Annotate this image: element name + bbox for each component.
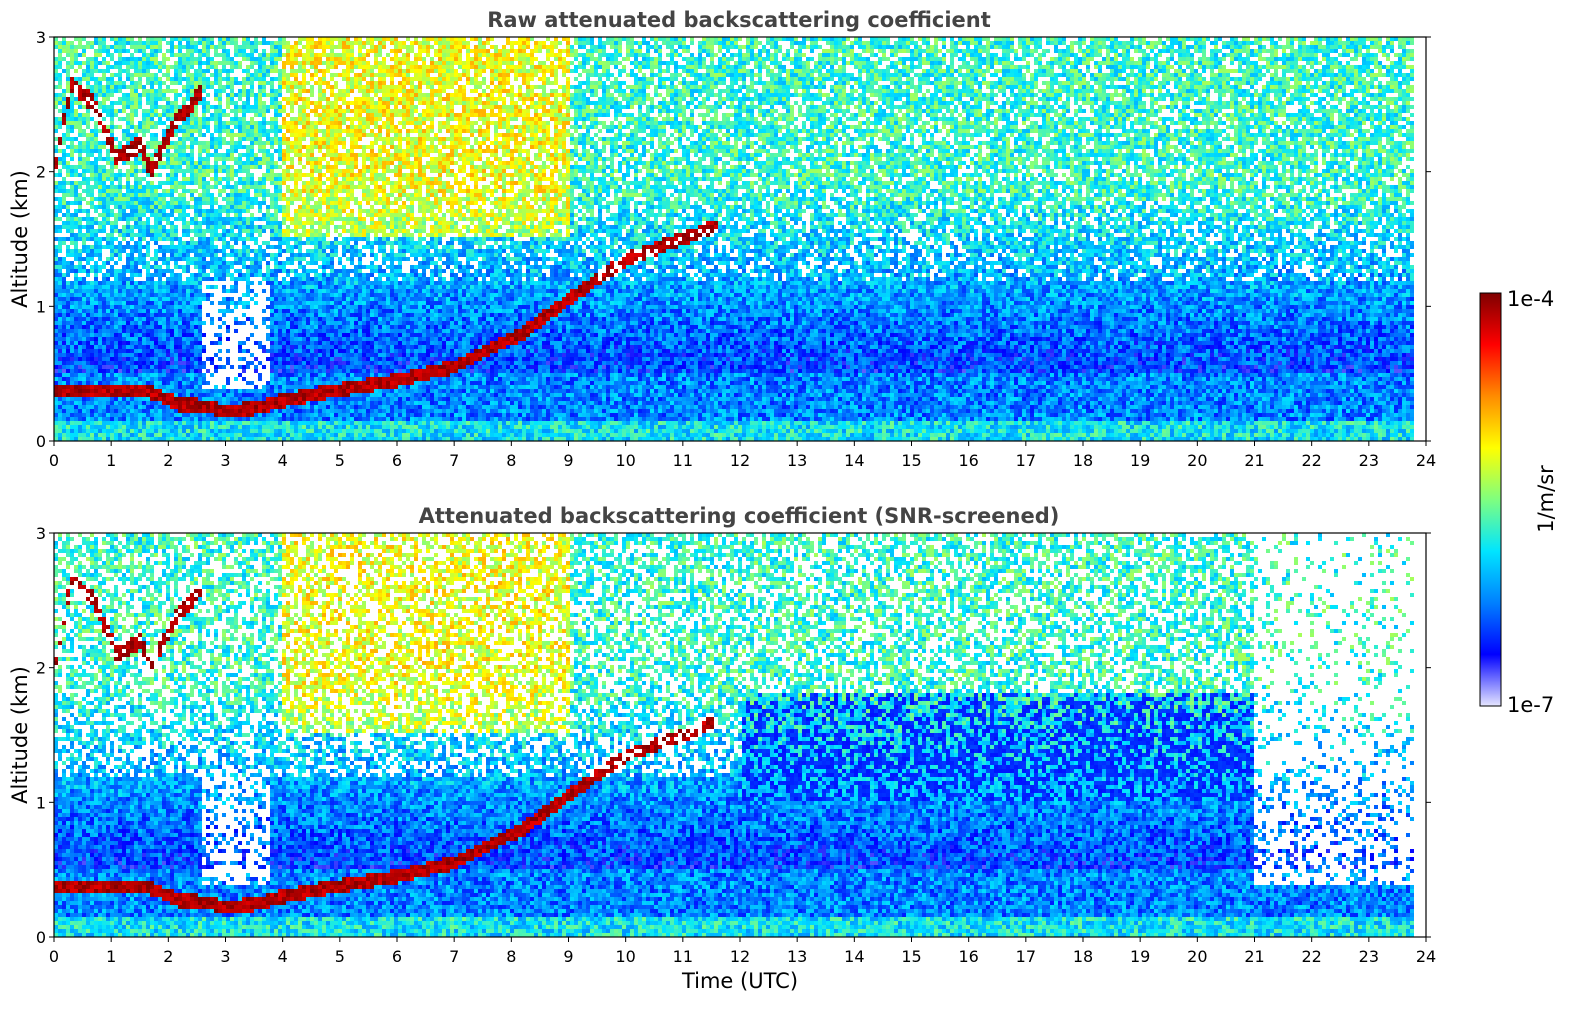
x-tick-label: 19: [1130, 947, 1150, 966]
x-tick-label: 4: [278, 451, 288, 470]
x-tick-label: 20: [1187, 451, 1207, 470]
x-tick-label: 23: [1359, 451, 1379, 470]
y-tick-label: 1: [36, 297, 46, 316]
x-tick-label: 21: [1244, 947, 1264, 966]
x-tick-label: 7: [449, 451, 459, 470]
heatmap-image: [54, 37, 1426, 441]
colorbar-gradient: [1479, 292, 1502, 707]
colorbar-max-label: 1e-4: [1507, 287, 1554, 311]
heatmap-image: [54, 533, 1426, 937]
x-tick-label: 16: [958, 451, 978, 470]
y-tick-label: 2: [36, 163, 46, 182]
x-tick-label: 6: [392, 451, 402, 470]
x-tick-label: 11: [673, 947, 693, 966]
y-tick-label: 0: [36, 432, 46, 451]
y-tick-label: 3: [36, 28, 46, 47]
x-tick-label: 18: [1073, 451, 1093, 470]
panel-raw: Raw attenuated backscattering coefficien…: [8, 8, 1436, 470]
x-tick-label: 16: [958, 947, 978, 966]
x-tick-label: 3: [220, 947, 230, 966]
x-tick-label: 24: [1416, 451, 1436, 470]
x-tick-label: 17: [1016, 451, 1036, 470]
x-tick-label: 5: [335, 947, 345, 966]
x-tick-label: 23: [1359, 947, 1379, 966]
x-tick-label: 22: [1301, 947, 1321, 966]
x-tick-label: 4: [278, 947, 288, 966]
x-tick-label: 13: [787, 947, 807, 966]
x-tick-label: 0: [49, 451, 59, 470]
x-tick-label: 2: [163, 947, 173, 966]
panel-title: Raw attenuated backscattering coefficien…: [487, 8, 991, 32]
y-tick-label: 0: [36, 928, 46, 947]
x-tick-label: 0: [49, 947, 59, 966]
y-axis-label: Altitude (km): [8, 666, 32, 804]
x-tick-label: 10: [615, 451, 635, 470]
x-tick-label: 17: [1016, 947, 1036, 966]
backscatter-heatmap: [54, 533, 1426, 937]
x-axis: 0 1 2 3 4 5 6 7 8 9 10 11 12 13 14 15 16 17 18 19 20 21 22 23 24: [49, 441, 1436, 470]
x-tick-label: 8: [506, 947, 516, 966]
x-tick-label: 1: [106, 947, 116, 966]
x-tick-label: 5: [335, 451, 345, 470]
panel-title: Attenuated backscattering coefficient (S…: [419, 504, 1060, 528]
x-tick-label: 19: [1130, 451, 1150, 470]
x-tick-label: 15: [901, 451, 921, 470]
x-tick-label: 1: [106, 451, 116, 470]
x-tick-label: 24: [1416, 947, 1436, 966]
backscatter-heatmap: [54, 37, 1426, 441]
x-tick-label: 8: [506, 451, 516, 470]
x-tick-label: 20: [1187, 947, 1207, 966]
x-tick-label: 15: [901, 947, 921, 966]
x-tick-label: 10: [615, 947, 635, 966]
colorbar: 1e-4 1e-7 1/m/sr: [1479, 287, 1558, 717]
x-tick-label: 14: [844, 451, 864, 470]
x-tick-label: 13: [787, 451, 807, 470]
x-tick-label: 12: [730, 947, 750, 966]
y-tick-label: 2: [36, 659, 46, 678]
x-tick-label: 2: [163, 451, 173, 470]
colorbar-label: 1/m/sr: [1534, 465, 1558, 533]
x-tick-label: 9: [563, 451, 573, 470]
x-tick-label: 22: [1301, 451, 1321, 470]
x-tick-label: 6: [392, 947, 402, 966]
x-tick-label: 7: [449, 947, 459, 966]
x-axis: 0 1 2 3 4 5 6 7 8 9 10 11 12 13 14 15 16 17 18 19 20 21 22 23 24: [49, 937, 1436, 966]
x-tick-label: 9: [563, 947, 573, 966]
x-tick-label: 18: [1073, 947, 1093, 966]
x-tick-label: 21: [1244, 451, 1264, 470]
y-tick-label: 1: [36, 793, 46, 812]
x-tick-label: 14: [844, 947, 864, 966]
y-axis-label: Altitude (km): [8, 170, 32, 308]
x-axis-label: Time (UTC): [681, 969, 798, 993]
x-tick-label: 3: [220, 451, 230, 470]
colorbar-min-label: 1e-7: [1507, 693, 1554, 717]
y-axis: 0 1 2 3: [36, 524, 1431, 947]
y-axis: 0 1 2 3: [36, 28, 1431, 451]
y-tick-label: 3: [36, 524, 46, 543]
x-tick-label: 11: [673, 451, 693, 470]
panel-snr-screened: Attenuated backscattering coefficient (S…: [8, 504, 1436, 993]
x-tick-label: 12: [730, 451, 750, 470]
